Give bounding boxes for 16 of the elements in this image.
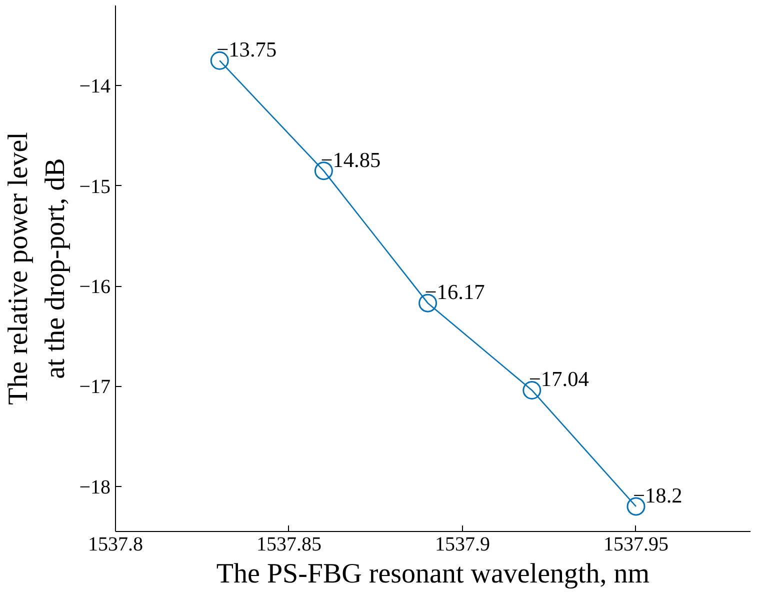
data-label: −17.04 [528, 367, 590, 392]
data-label: −16.17 [424, 280, 486, 304]
y-tick-label: −17 [79, 376, 110, 398]
x-tick-label: 1537.95 [603, 534, 668, 556]
data-label: −13.75 [216, 38, 277, 62]
y-tick-label: −16 [79, 276, 110, 298]
y-tick-label: −15 [79, 176, 110, 198]
y-axis-title: The relative power level at the drop-port, dB [3, 132, 72, 405]
y-tick-label: −14 [79, 76, 110, 98]
x-tick-label: 1537.85 [256, 534, 322, 556]
x-tick-label: 1537.9 [434, 534, 490, 556]
x-axis-title: The PS-FBG resonant wavelength, nm [216, 558, 650, 590]
x-tick-label: 1537.8 [88, 534, 143, 556]
data-label: −14.85 [320, 148, 381, 172]
data-label: −18.2 [632, 483, 682, 508]
y-tick-label: −18 [79, 476, 110, 498]
